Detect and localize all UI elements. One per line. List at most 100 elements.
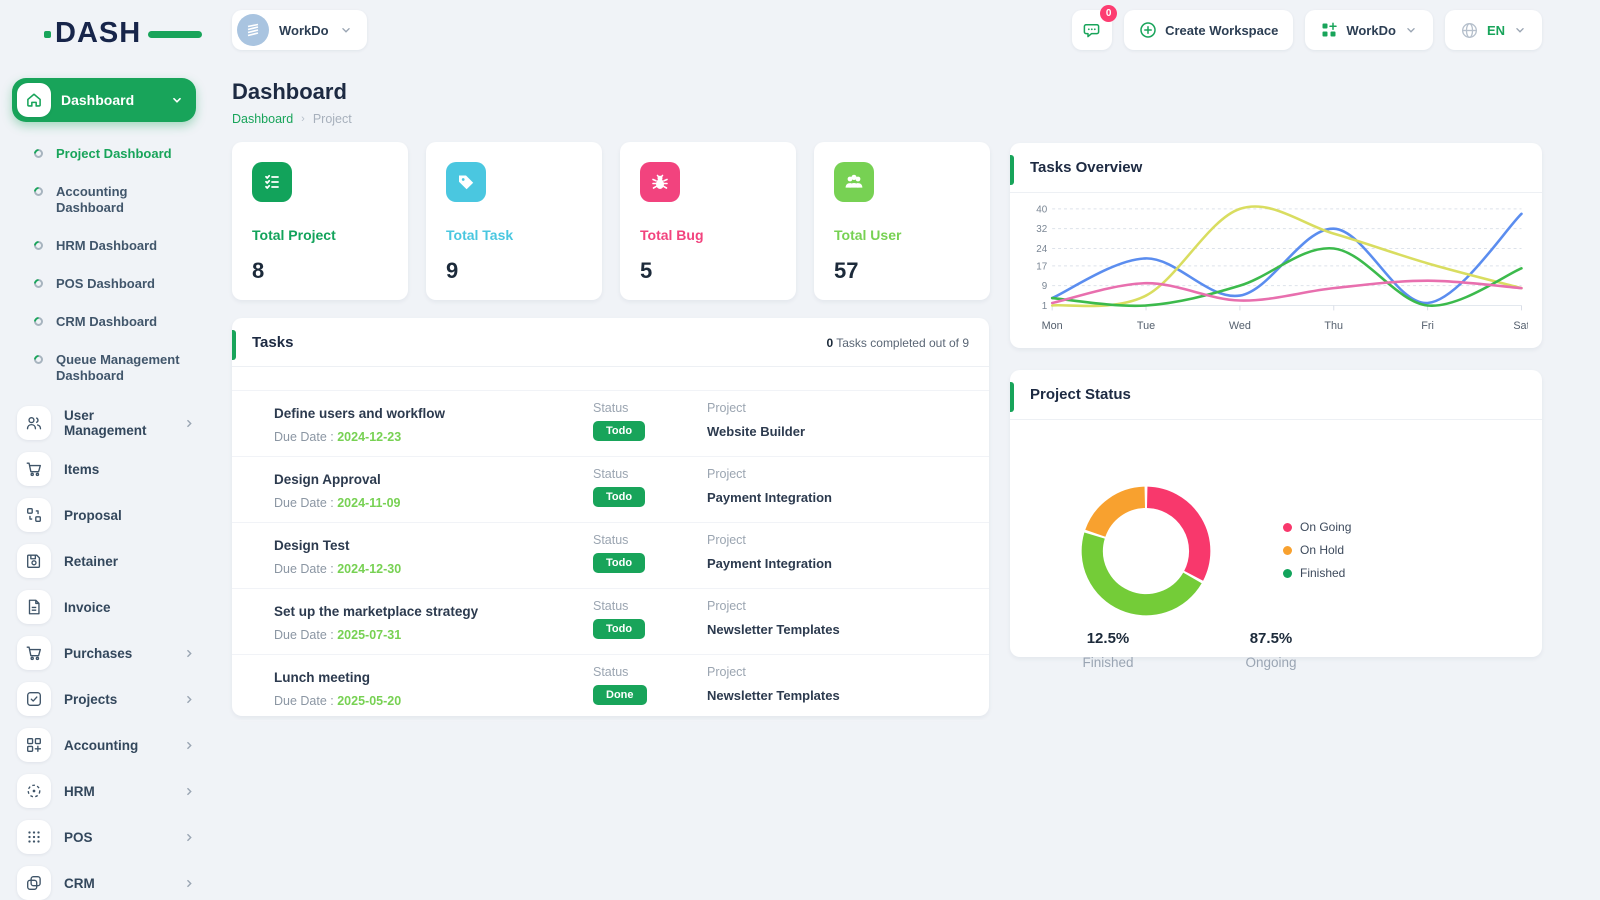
- create-workspace-label: Create Workspace: [1165, 22, 1279, 38]
- svg-text:17: 17: [1036, 261, 1047, 272]
- globe-icon: [1461, 22, 1477, 38]
- task-row: Lunch meeting Due Date : 2025-05-20 Stat…: [232, 654, 989, 721]
- language-selector[interactable]: EN: [1444, 10, 1542, 50]
- status-badge: Todo: [593, 619, 646, 639]
- task-title: Design Test: [274, 538, 350, 553]
- svg-text:40: 40: [1036, 204, 1047, 215]
- finished-percentage: 12.5% Finished: [1082, 630, 1134, 670]
- sidebar-item-pos[interactable]: POS: [12, 818, 196, 856]
- status-badge: Done: [593, 685, 647, 705]
- project-status-title: Project Status: [1030, 386, 1131, 403]
- sidebar-item-invoice[interactable]: Invoice: [12, 588, 196, 626]
- sidebar-item-retainer[interactable]: Retainer: [12, 542, 196, 580]
- sidebar-item-projects[interactable]: Projects: [12, 680, 196, 718]
- sidebar-item-accounting[interactable]: Accounting: [12, 726, 196, 764]
- task-project: Payment Integration: [707, 556, 832, 571]
- task-row: Design Test Due Date : 2024-12-30 Status…: [232, 522, 989, 588]
- legend-item-finished[interactable]: Finished: [1283, 566, 1351, 580]
- svg-text:Sat: Sat: [1513, 320, 1528, 332]
- stat-value: 9: [446, 258, 459, 283]
- chat-icon: [1083, 24, 1100, 38]
- document-icon: [17, 590, 51, 624]
- task-row: Define users and workflow Due Date : 202…: [232, 390, 989, 456]
- stat-value: 57: [834, 258, 859, 283]
- chevron-down-icon: [1516, 27, 1524, 33]
- overlap-squares-icon: [17, 866, 51, 900]
- sidebar-item-hrm[interactable]: HRM: [12, 772, 196, 810]
- sidebar-item-accounting-dashboard[interactable]: Accounting Dashboard: [12, 173, 196, 227]
- sidebar-item-hrm-dashboard[interactable]: HRM Dashboard: [12, 227, 196, 265]
- task-title: Lunch meeting: [274, 670, 371, 685]
- users-icon: [17, 406, 51, 440]
- ongoing-percentage: 87.5% Ongoing: [1245, 630, 1297, 670]
- sidebar-item-crm[interactable]: CRM: [12, 864, 196, 900]
- sidebar-item-pos-dashboard[interactable]: POS Dashboard: [12, 265, 196, 303]
- sidebar-item-project-dashboard[interactable]: Project Dashboard: [12, 135, 196, 173]
- logo-dot: [44, 31, 51, 38]
- chevron-down-icon: [1407, 27, 1415, 33]
- legend-dot: [1283, 545, 1292, 555]
- chevron-right-icon: [187, 787, 192, 795]
- sidebar-item-user-management[interactable]: User Management: [12, 404, 196, 442]
- legend-dot: [1283, 522, 1292, 532]
- legend-dot: [1283, 568, 1292, 578]
- tasks-overview-title: Tasks Overview: [1030, 159, 1143, 176]
- task-due-date: Due Date : 2024-12-30: [274, 562, 402, 576]
- stat-value: 8: [252, 258, 265, 283]
- messages-button[interactable]: 0: [1072, 5, 1118, 50]
- workspace-switcher[interactable]: WorkDo: [1305, 10, 1433, 50]
- svg-text:Thu: Thu: [1324, 320, 1343, 332]
- app-logo[interactable]: DASH: [44, 15, 202, 51]
- dots-grid-icon: [17, 820, 51, 854]
- svg-text:Tue: Tue: [1137, 320, 1155, 332]
- home-icon: [17, 83, 51, 117]
- legend-item-on-hold[interactable]: On Hold: [1283, 543, 1351, 557]
- sidebar-item-dashboard[interactable]: Dashboard: [12, 78, 196, 122]
- language-code: EN: [1486, 22, 1505, 38]
- logo-text: DASH: [55, 17, 142, 49]
- task-due-date: Due Date : 2024-11-09: [274, 496, 401, 510]
- breadcrumb-dashboard-link[interactable]: Dashboard: [232, 112, 294, 126]
- chevron-right-icon: [187, 879, 192, 887]
- stat-card: Total Task 9: [426, 142, 602, 300]
- card-accent-bar: [232, 330, 236, 360]
- svg-text:Fri: Fri: [1421, 320, 1434, 332]
- stat-icon-box: [446, 162, 486, 202]
- tasks-summary: 0 Tasks completed out of 9: [826, 335, 969, 350]
- svg-text:32: 32: [1036, 224, 1047, 235]
- svg-text:9: 9: [1042, 281, 1048, 292]
- sidebar-item-purchases[interactable]: Purchases: [12, 634, 196, 672]
- create-workspace-button[interactable]: Create Workspace: [1124, 10, 1294, 50]
- stat-label: Total User: [834, 227, 902, 243]
- sidebar: Dashboard Project Dashboard Accounting D…: [0, 58, 208, 900]
- stat-icon-box: [834, 162, 874, 202]
- cart-icon: [17, 636, 51, 670]
- status-badge: Todo: [593, 421, 646, 441]
- sidebar-item-queue-management-dashboard[interactable]: Queue Management Dashboard: [12, 341, 196, 395]
- bullet-icon: [32, 277, 45, 290]
- chevron-right-icon: [187, 419, 192, 427]
- stat-label: Total Task: [446, 227, 514, 243]
- workspace-pill[interactable]: WorkDo: [232, 10, 367, 50]
- svg-text:24: 24: [1036, 244, 1047, 255]
- sidebar-item-proposal[interactable]: Proposal: [12, 496, 196, 534]
- tasks-card: Tasks 0 Tasks completed out of 9 Define …: [232, 318, 989, 721]
- stat-card: Total Project 8: [232, 142, 408, 300]
- sidebar-item-crm-dashboard[interactable]: CRM Dashboard: [12, 303, 196, 341]
- stat-icon-box: [640, 162, 680, 202]
- tasks-overview-card: Tasks Overview 1 9 17 24 32 40 Mon Tue Wed Thu Fri…: [1010, 143, 1542, 348]
- stat-card: Total Bug 5: [620, 142, 796, 300]
- building-icon: [247, 23, 259, 37]
- task-title: Define users and workflow: [274, 406, 446, 421]
- bullet-icon: [32, 353, 45, 366]
- legend-item-on-going[interactable]: On Going: [1283, 520, 1351, 534]
- sidebar-dashboard-label: Dashboard: [61, 92, 135, 108]
- status-badge: Todo: [593, 487, 646, 507]
- checklist-icon: [265, 174, 279, 189]
- grid-plus-icon: [17, 728, 51, 762]
- task-due-date: Due Date : 2025-07-31: [274, 628, 402, 642]
- users-group-icon: [845, 174, 863, 188]
- stat-card: Total User 57: [814, 142, 990, 300]
- save-icon: [17, 544, 51, 578]
- sidebar-item-items[interactable]: Items: [12, 450, 196, 488]
